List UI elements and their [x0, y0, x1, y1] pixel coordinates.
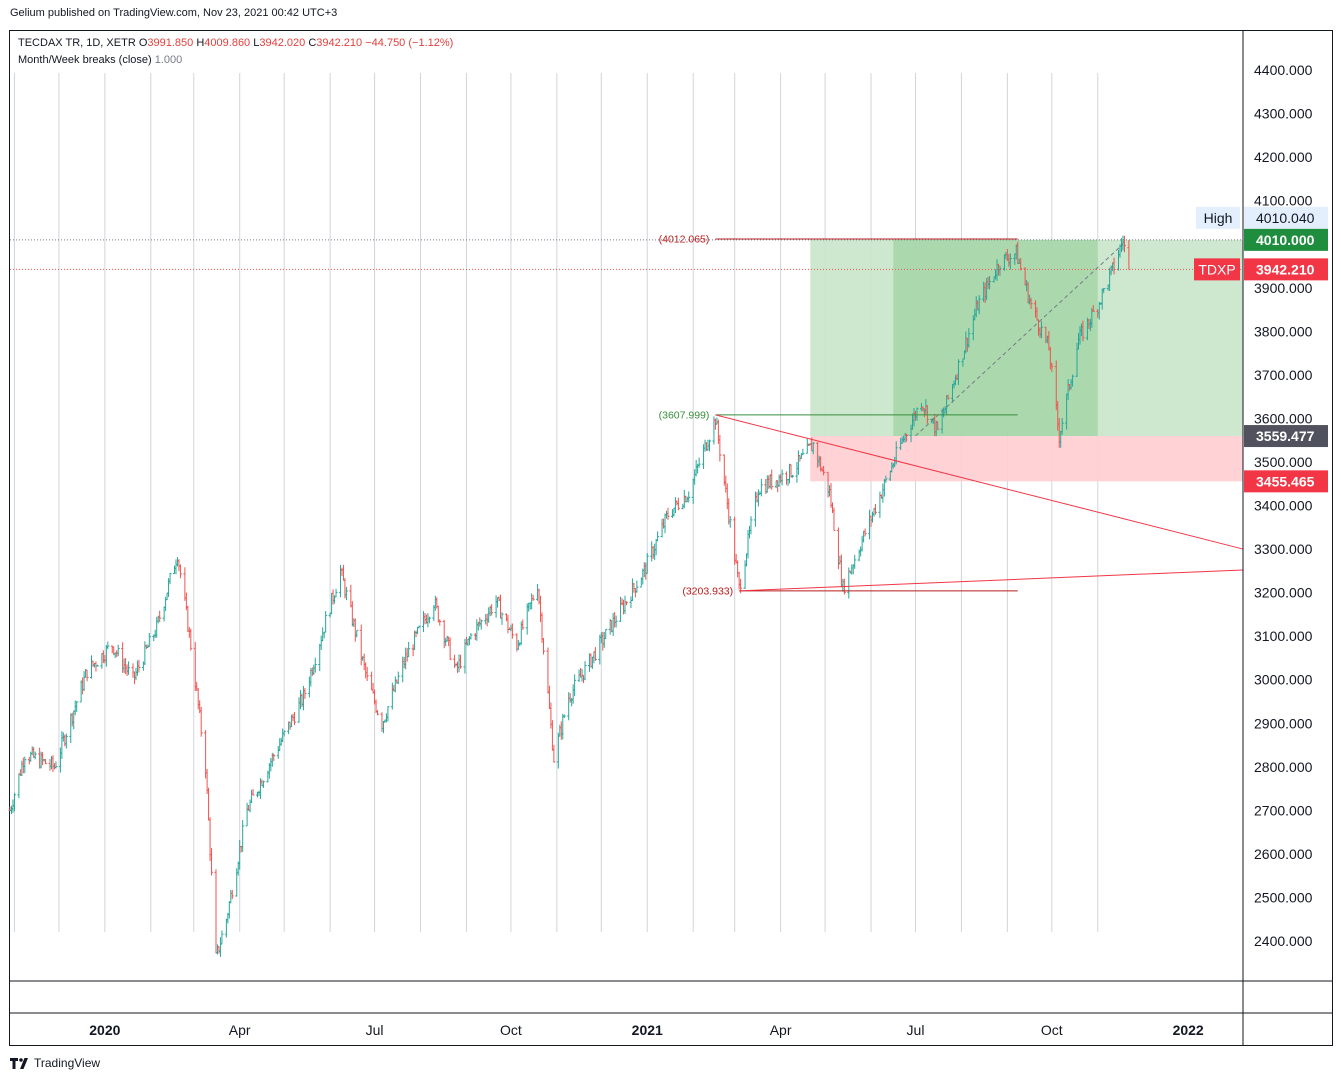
price-axis-tick: 3200.000 — [1254, 585, 1313, 601]
legend-change: −44.750 (−1.12%) — [365, 37, 454, 49]
trend-line[interactable] — [715, 414, 1244, 550]
legend-indicator-row: Month/Week breaks (close) 1.000 — [18, 52, 453, 69]
indicator-name[interactable]: Month/Week breaks (close) — [18, 54, 152, 66]
price-axis-tick: 3000.000 — [1254, 672, 1313, 688]
price-tag-bg — [1244, 228, 1328, 251]
price-axis-tick: 2400.000 — [1254, 933, 1313, 949]
price-axis-tick: 4300.000 — [1254, 106, 1313, 122]
price-level-label: (4012.065) — [659, 233, 710, 245]
time-axis-label: 2020 — [89, 1022, 120, 1038]
stop-zone[interactable] — [810, 436, 1243, 482]
time-axis-label: Oct — [1041, 1022, 1063, 1038]
price-axis-tick: 2900.000 — [1254, 715, 1313, 731]
time-axis-label: 2022 — [1173, 1022, 1204, 1038]
footer: TradingView — [10, 1056, 100, 1070]
price-tag[interactable]: 3455.465 — [1256, 473, 1315, 489]
time-axis-label: Apr — [229, 1022, 251, 1038]
chart-frame — [9, 30, 1333, 1046]
price-tag-bg — [1244, 206, 1328, 229]
price-tag-prefix-bg — [1196, 206, 1240, 229]
price-level-label: (3203.933) — [682, 585, 733, 597]
price-tag-prefix: High — [1204, 210, 1233, 226]
time-axis-label: Apr — [770, 1022, 792, 1038]
price-axis-tick: 4100.000 — [1254, 193, 1313, 209]
price-axis-tick: 3700.000 — [1254, 367, 1313, 383]
price-tag[interactable]: 4010.000 — [1256, 232, 1315, 248]
price-tag[interactable]: 3942.210 — [1256, 261, 1315, 277]
price-axis-tick: 4400.000 — [1254, 62, 1313, 78]
legend-symbol[interactable]: TECDAX TR, 1D, XETR — [18, 37, 136, 49]
price-axis-tick: 2500.000 — [1254, 889, 1313, 905]
price-axis-tick: 3500.000 — [1254, 454, 1313, 470]
price-tag-prefix-bg — [1194, 258, 1240, 281]
legend-ohlc-row: TECDAX TR, 1D, XETR O3991.850 H4009.860 … — [18, 35, 453, 52]
price-axis-tick: 4200.000 — [1254, 149, 1313, 165]
price-axis-tick: 3100.000 — [1254, 628, 1313, 644]
price-tag[interactable]: 3559.477 — [1256, 428, 1315, 444]
price-axis-tick: 3300.000 — [1254, 541, 1313, 557]
price-axis-tick: 3900.000 — [1254, 280, 1313, 296]
publisher-line: Gelium published on TradingView.com, Nov… — [10, 7, 338, 19]
price-tag-prefix: TDXP — [1198, 261, 1235, 277]
price-level-label: (3607.999) — [659, 409, 710, 421]
legend-open-value: 3991.850 — [147, 37, 194, 49]
price-tag-bg — [1244, 258, 1328, 281]
price-axis-tick: 2800.000 — [1254, 759, 1313, 775]
price-axis-tick: 2700.000 — [1254, 802, 1313, 818]
time-axis-label: Oct — [500, 1022, 522, 1038]
footer-brand[interactable]: TradingView — [34, 1056, 101, 1070]
price-axis-tick: 3800.000 — [1254, 323, 1313, 339]
chart-legend: TECDAX TR, 1D, XETR O3991.850 H4009.860 … — [18, 35, 453, 69]
price-tag[interactable]: 4010.040 — [1256, 210, 1315, 226]
time-axis-label: 2021 — [632, 1022, 663, 1038]
position-dashed-line — [915, 243, 1124, 437]
trend-line[interactable] — [739, 569, 1244, 592]
legend-high-value: 4009.860 — [204, 37, 251, 49]
price-axis-tick: 2600.000 — [1254, 846, 1313, 862]
tradingview-logo-icon[interactable] — [10, 1056, 30, 1070]
price-axis-tick: 3400.000 — [1254, 498, 1313, 514]
legend-low-value: 3942.020 — [259, 37, 306, 49]
price-tag-bg — [1244, 470, 1328, 493]
price-axis-tick: 3600.000 — [1254, 410, 1313, 426]
price-tag-bg — [1244, 425, 1328, 448]
legend-open-label: O — [138, 37, 148, 49]
legend-low-label: L — [253, 37, 260, 49]
time-axis-label: Jul — [907, 1022, 925, 1038]
time-axis-label: Jul — [366, 1022, 384, 1038]
indicator-value: 1.000 — [154, 54, 183, 66]
legend-close-label: C — [308, 37, 317, 49]
legend-high-label: H — [196, 37, 205, 49]
legend-close-value: 3942.210 — [316, 37, 363, 49]
